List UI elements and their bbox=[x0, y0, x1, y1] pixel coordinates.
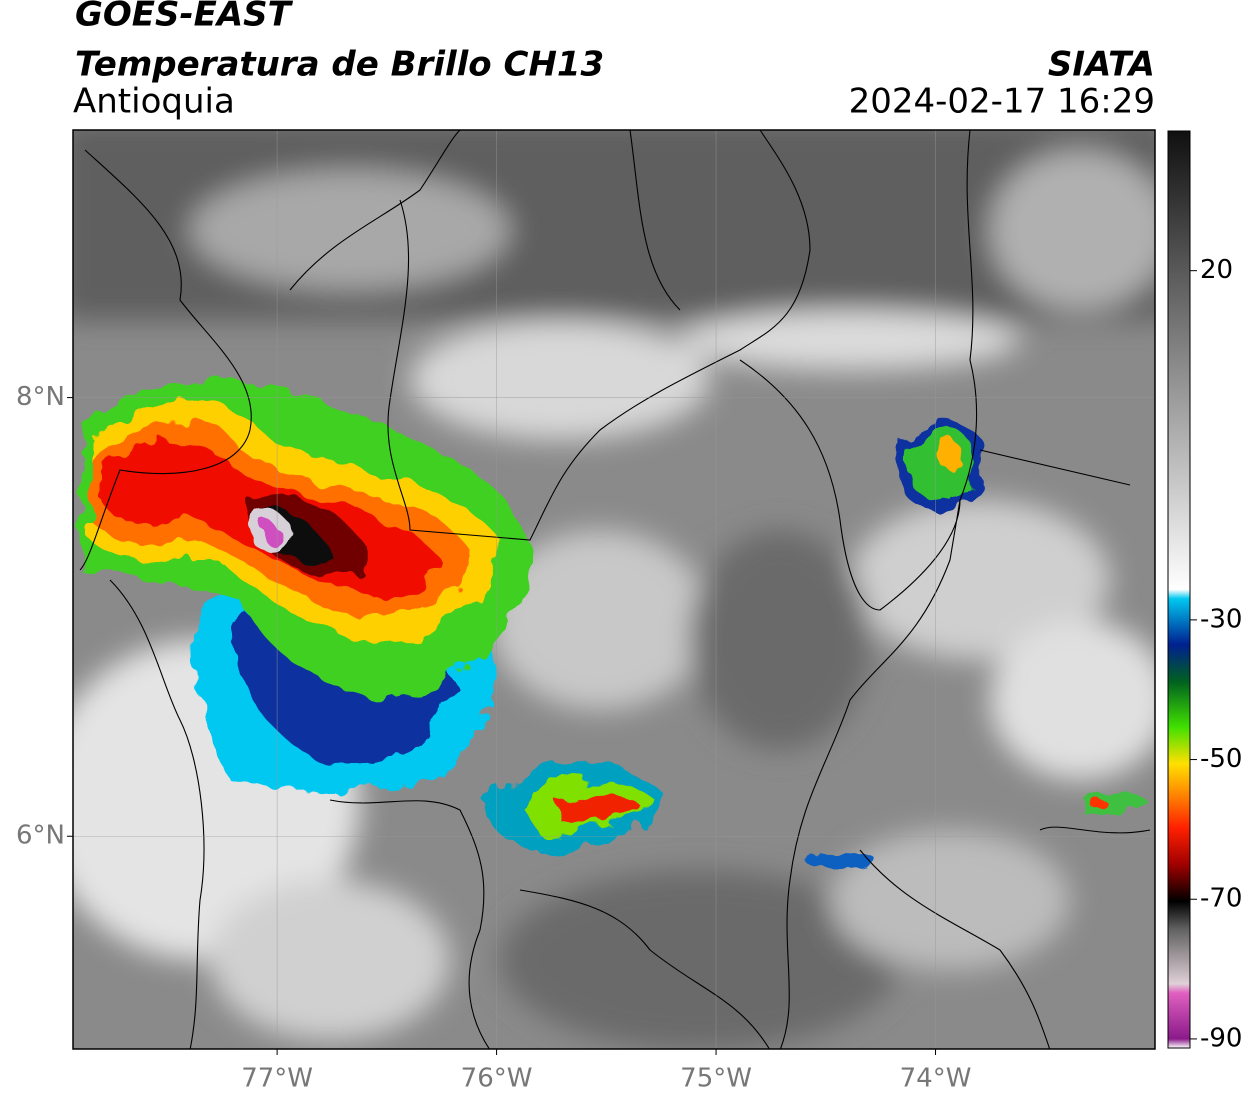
x-tick-label: 77°W bbox=[241, 1064, 313, 1094]
y-tick-label: 6°N bbox=[16, 821, 65, 851]
colorbar-tick-label: -30 bbox=[1200, 604, 1242, 634]
colorbar-tick-label: -70 bbox=[1200, 884, 1242, 914]
x-tick-label: 75°W bbox=[680, 1064, 752, 1094]
source: SIATA bbox=[1048, 45, 1155, 85]
title: GOES-EAST bbox=[75, 0, 294, 35]
colorbar-tick-label: 20 bbox=[1200, 255, 1233, 285]
x-tick-label: 74°W bbox=[900, 1064, 972, 1094]
subtitle: Temperatura de Brillo CH13 bbox=[75, 45, 604, 85]
x-tick-label: 76°W bbox=[461, 1064, 533, 1094]
colorbar-tick-label: -90 bbox=[1200, 1023, 1242, 1053]
region: Antioquia bbox=[73, 82, 235, 122]
colorbar bbox=[1167, 130, 1191, 1049]
y-tick-label: 8°N bbox=[16, 382, 65, 412]
map-frame bbox=[72, 129, 1156, 1050]
datetime: 2024-02-17 16:29 bbox=[849, 82, 1155, 122]
map-image bbox=[73, 130, 1155, 1049]
colorbar-tick-label: -50 bbox=[1200, 744, 1242, 774]
